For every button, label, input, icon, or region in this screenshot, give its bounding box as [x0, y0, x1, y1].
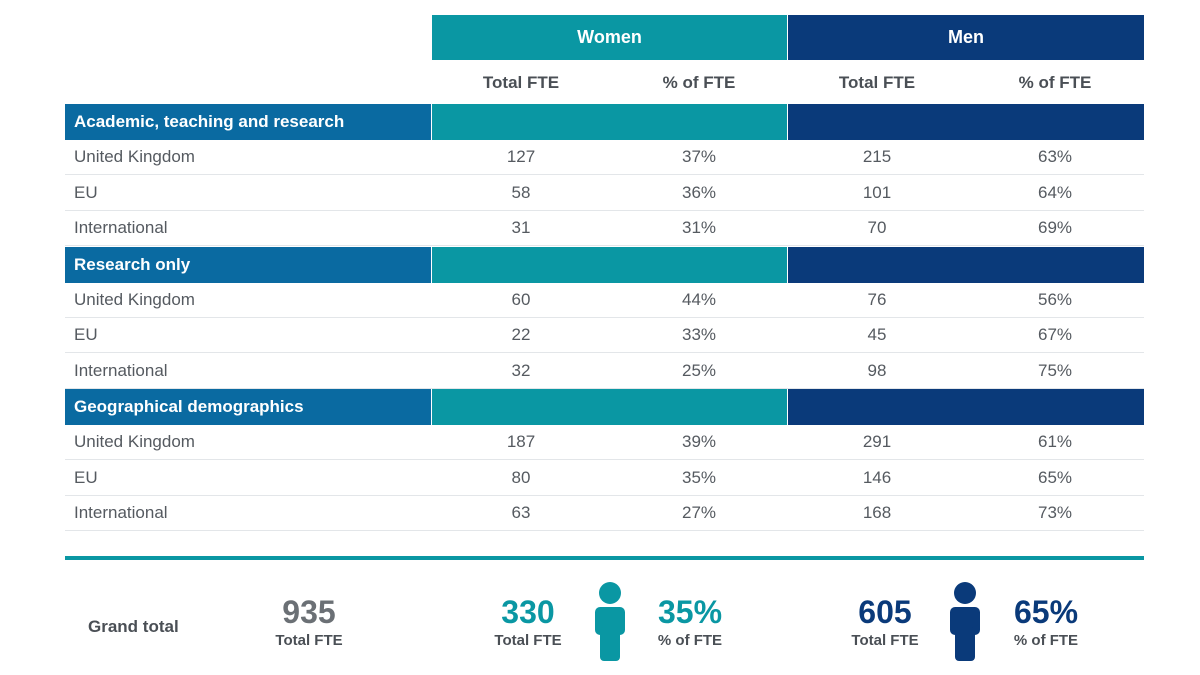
grand-total-value: 935 [282, 594, 336, 630]
women-pct-caption: % of FTE [657, 632, 723, 649]
table-row: International 63 27% 168 73% [65, 496, 1144, 531]
section-title: Research only [65, 246, 431, 283]
women-pct-fte-header: % of FTE [662, 73, 736, 92]
women-total-fte-cell: 58 [511, 182, 531, 202]
table-row: EU 58 36% 101 64% [65, 176, 1144, 211]
table-row: International 32 25% 98 75% [65, 354, 1144, 389]
row-label: EU [74, 325, 98, 344]
men-total-fte-cell: 45 [867, 325, 887, 344]
women-header: Women [432, 15, 787, 60]
men-total-fte-cell: 291 [862, 432, 892, 451]
men-total-value: 605 [858, 594, 912, 630]
table-row: EU 22 33% 45 67% [65, 318, 1144, 353]
row-label: EU [74, 182, 98, 202]
section-women-band [432, 246, 787, 283]
table-row: International 31 31% 70 69% [65, 211, 1144, 246]
men-pct-fte-cell: 64% [1037, 182, 1073, 202]
section-header: Research only [65, 246, 1144, 283]
men-total-fte-cell: 146 [862, 467, 892, 487]
grand-total-label: Grand total [88, 617, 179, 636]
row-label: United Kingdom [74, 289, 195, 309]
men-header: Men [788, 15, 1144, 60]
row-label: United Kingdom [74, 432, 195, 451]
women-pct-fte-cell: 25% [681, 360, 717, 380]
table-row: United Kingdom 187 39% 291 61% [65, 425, 1144, 460]
women-total-fte-cell: 22 [511, 325, 531, 344]
women-pct-value: 35% [657, 594, 723, 630]
person-icon-men [950, 582, 980, 661]
table-row: EU 80 35% 146 65% [65, 461, 1144, 496]
section-men-band [788, 246, 1144, 283]
women-total-value: 330 [501, 594, 555, 630]
men-pct-fte-cell: 63% [1037, 147, 1073, 166]
women-pct-fte-cell: 37% [681, 147, 717, 166]
women-pct-fte-cell: 27% [681, 503, 717, 522]
men-pct-fte-cell: 65% [1037, 467, 1073, 487]
women-total-fte-cell: 31 [511, 218, 531, 237]
men-total-fte-cell: 168 [862, 503, 892, 522]
men-total-fte-cell: 70 [867, 218, 887, 237]
men-pct-fte-cell: 61% [1037, 432, 1073, 451]
men-total-caption: Total FTE [851, 632, 919, 649]
women-total-fte-header: Total FTE [482, 73, 560, 92]
row-label: International [74, 503, 168, 522]
women-total-caption: Total FTE [494, 632, 562, 649]
person-icon-women [595, 582, 625, 661]
row-label: International [74, 218, 168, 237]
section-header: Academic, teaching and research [65, 104, 1144, 140]
men-pct-value: 65% [1013, 594, 1079, 630]
men-total-fte-cell: 76 [867, 289, 887, 309]
section-header: Geographical demographics [65, 389, 1144, 425]
men-total-fte-cell: 98 [867, 360, 887, 380]
section-title: Academic, teaching and research [65, 104, 431, 140]
section-men-band [788, 389, 1144, 425]
men-pct-caption: % of FTE [1013, 632, 1079, 649]
women-pct-fte-cell: 31% [681, 218, 717, 237]
women-total-fte-cell: 127 [506, 147, 536, 166]
women-pct-fte-cell: 35% [681, 467, 717, 487]
women-pct-fte-cell: 36% [681, 182, 717, 202]
men-pct-fte-cell: 56% [1037, 289, 1073, 309]
men-pct-fte-cell: 73% [1037, 503, 1073, 522]
men-total-fte-cell: 101 [862, 182, 892, 202]
table-row: United Kingdom 60 44% 76 56% [65, 283, 1144, 318]
section-men-band [788, 104, 1144, 140]
women-total-fte-cell: 32 [511, 360, 531, 380]
divider [65, 556, 1144, 560]
row-label: EU [74, 467, 98, 487]
section-title: Geographical demographics [65, 389, 431, 425]
table-row: United Kingdom 127 37% 215 63% [65, 140, 1144, 175]
men-pct-fte-cell: 75% [1037, 360, 1073, 380]
men-pct-fte-cell: 67% [1037, 325, 1073, 344]
women-total-fte-cell: 63 [511, 503, 531, 522]
men-total-fte-cell: 215 [862, 147, 892, 166]
men-total-fte-header: Total FTE [838, 73, 916, 92]
women-pct-fte-cell: 33% [681, 325, 717, 344]
women-pct-fte-cell: 39% [681, 432, 717, 451]
grand-total-caption: Total FTE [275, 632, 343, 649]
men-pct-fte-cell: 69% [1037, 218, 1073, 237]
section-women-band [432, 104, 787, 140]
women-pct-fte-cell: 44% [681, 289, 717, 309]
women-total-fte-cell: 60 [511, 289, 531, 309]
row-label: International [74, 360, 168, 380]
women-total-fte-cell: 80 [511, 467, 531, 487]
men-pct-fte-header: % of FTE [1018, 73, 1092, 92]
section-women-band [432, 389, 787, 425]
women-total-fte-cell: 187 [506, 432, 536, 451]
row-label: United Kingdom [74, 147, 195, 166]
